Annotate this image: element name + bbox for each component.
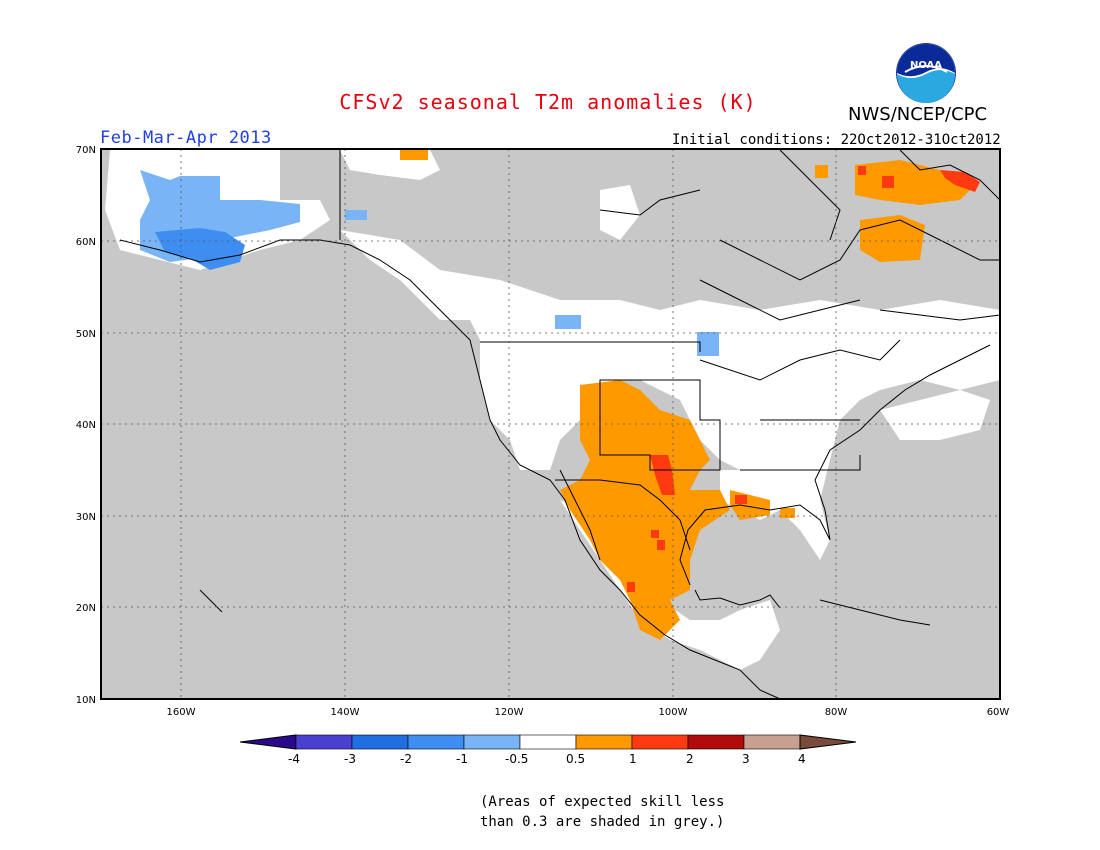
colorbar-tick-label: 2 <box>686 752 694 766</box>
longitude-labels: 160W 140W 120W 100W 80W 60W <box>167 707 1010 718</box>
agency-label: NWS/NCEP/CPC <box>848 104 988 125</box>
lon-label: 80W <box>825 707 848 718</box>
coastlines <box>119 149 1000 699</box>
colorbar-swatch <box>407 734 465 750</box>
colorbar <box>239 734 857 750</box>
lat-label: 70N <box>76 145 96 156</box>
skill-note: (Areas of expected skill less than 0.3 a… <box>480 792 724 832</box>
colorbar-tick-label: -4 <box>288 752 300 766</box>
colorbar-swatch <box>463 734 521 750</box>
lat-label: 20N <box>76 603 96 614</box>
lon-label: 140W <box>331 707 360 718</box>
lat-label: 30N <box>76 512 96 523</box>
colorbar-swatch <box>351 734 409 750</box>
initial-conditions-label: Initial conditions: 22Oct2012-31Oct2012 <box>672 132 1001 148</box>
lon-label: 120W <box>495 707 524 718</box>
lat-label: 60N <box>76 237 96 248</box>
map-title: CFSv2 seasonal T2m anomalies (K) <box>339 90 757 114</box>
colorbar-swatch <box>575 734 633 750</box>
colorbar-tick-label: 1 <box>629 752 637 766</box>
strong-warm-regions <box>627 166 980 592</box>
lat-label: 10N <box>76 695 96 706</box>
colorbar-swatch <box>631 734 689 750</box>
skill-note-line: than 0.3 are shaded in grey.) <box>480 814 725 830</box>
colorbar-swatch <box>743 734 801 750</box>
colorbar-tick-label: 3 <box>742 752 750 766</box>
map-frame <box>100 148 1001 700</box>
lat-label: 50N <box>76 329 96 340</box>
colorbar-tick-label: -0.5 <box>505 752 529 766</box>
colorbar-tick-label: -1 <box>456 752 468 766</box>
lat-label: 40N <box>76 420 96 431</box>
graticule <box>101 149 1000 699</box>
colorbar-left-arrow <box>239 734 297 750</box>
colorbar-tick-label: 0.5 <box>566 752 586 766</box>
season-label: Feb-Mar-Apr 2013 <box>100 128 272 148</box>
lon-label: 160W <box>167 707 196 718</box>
skill-note-line: (Areas of expected skill less <box>480 794 725 810</box>
warm-anomaly-regions <box>400 150 970 640</box>
colorbar-tick-label: 4 <box>798 752 806 766</box>
colorbar-swatch <box>519 734 577 750</box>
colorbar-swatch <box>687 734 745 750</box>
colorbar-swatch <box>295 734 353 750</box>
svg-text:NOAA: NOAA <box>910 60 942 71</box>
noaa-logo-icon: NOAA <box>896 43 956 103</box>
lon-label: 100W <box>659 707 688 718</box>
lon-label: 60W <box>987 707 1010 718</box>
colorbar-tick-label: -3 <box>344 752 356 766</box>
moderate-cool-regions <box>155 228 245 270</box>
colorbar-right-arrow <box>799 734 857 750</box>
latitude-labels: 70N 60N 50N 40N 30N 20N 10N <box>76 145 96 706</box>
colorbar-tick-label: -2 <box>400 752 412 766</box>
